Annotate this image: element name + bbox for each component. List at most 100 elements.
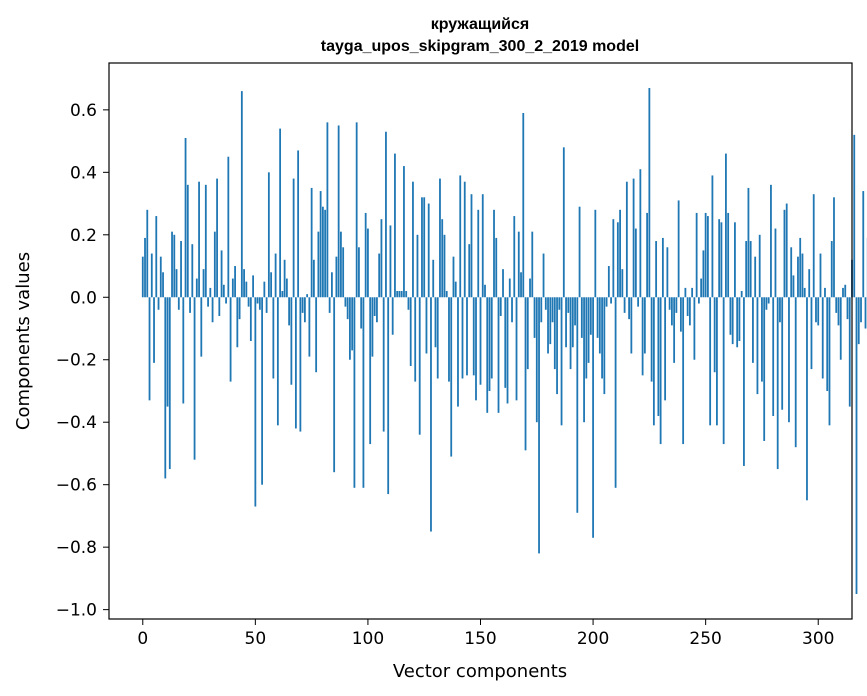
bar [263, 281, 266, 298]
bar [459, 175, 462, 298]
bar [328, 297, 331, 313]
bar [725, 153, 727, 298]
bar [720, 222, 723, 298]
bar [486, 297, 489, 413]
bar [481, 194, 484, 298]
bar [213, 231, 216, 298]
bar [403, 166, 405, 298]
x-tick-label: 0 [137, 629, 148, 649]
bar [472, 297, 475, 376]
bar [747, 187, 750, 298]
bar [497, 297, 500, 413]
bar [227, 156, 230, 298]
bar [756, 297, 759, 395]
bar [740, 291, 743, 298]
bar [513, 216, 516, 298]
bar [218, 297, 221, 317]
bar [306, 294, 309, 298]
bar [707, 216, 709, 298]
bar [373, 297, 376, 317]
x-tick-label: 300 [802, 629, 834, 649]
bar [461, 297, 464, 379]
bar [157, 297, 160, 310]
bar [267, 172, 270, 298]
bar [270, 272, 273, 298]
bar [815, 297, 817, 323]
bar [195, 278, 198, 298]
bar [580, 297, 583, 338]
bar [376, 297, 378, 323]
bar [625, 181, 628, 298]
bar [567, 297, 570, 313]
bar [585, 297, 588, 379]
bar [204, 184, 207, 298]
bar [661, 237, 664, 298]
bar [265, 297, 268, 313]
bar [592, 297, 594, 538]
bar [583, 297, 585, 423]
bar [276, 297, 279, 426]
bar [684, 287, 687, 298]
bar [718, 219, 721, 298]
bar [549, 297, 552, 345]
bar [177, 297, 180, 310]
bar [614, 297, 617, 488]
bar [788, 297, 790, 423]
bar [432, 259, 435, 298]
x-tick-label: 100 [352, 629, 384, 649]
bar [837, 297, 840, 326]
bar [209, 287, 212, 298]
bar [634, 228, 637, 298]
bar [184, 137, 187, 298]
x-tick-label: 50 [245, 629, 267, 649]
bar [643, 297, 646, 354]
bar [380, 219, 383, 298]
bar [335, 256, 338, 298]
bar [216, 178, 218, 298]
bar [256, 297, 259, 304]
bar [279, 128, 282, 298]
bar [835, 297, 838, 313]
y-tick-label: 0.0 [70, 288, 97, 308]
y-axis-label: Components values [13, 252, 34, 430]
bar [272, 297, 275, 379]
bar [166, 297, 169, 407]
bar [358, 247, 360, 298]
bar [297, 150, 300, 298]
bar [558, 297, 561, 310]
bar [504, 297, 507, 388]
bar [533, 297, 536, 338]
bar [610, 297, 612, 304]
bar [182, 297, 185, 404]
bar [716, 297, 718, 426]
bar [677, 200, 680, 298]
bar [646, 212, 649, 298]
bar [490, 297, 493, 379]
bar [704, 212, 707, 298]
bar [576, 297, 579, 513]
bar [569, 297, 572, 370]
bar [292, 178, 295, 298]
bar [522, 112, 525, 298]
bar [772, 297, 775, 416]
bar [443, 234, 446, 298]
bar [551, 297, 554, 323]
bar [862, 191, 865, 298]
bar [594, 209, 597, 298]
bar [763, 297, 766, 441]
bar [607, 266, 610, 298]
bar [396, 291, 399, 298]
bar [652, 297, 655, 426]
bar [679, 297, 682, 332]
bar [666, 247, 669, 298]
bar [409, 297, 412, 366]
bar [324, 209, 327, 298]
y-tick-label: −0.2 [56, 351, 97, 371]
bar [589, 297, 592, 335]
bar [801, 253, 804, 298]
bar [520, 272, 522, 298]
bar [247, 297, 250, 307]
bar [639, 169, 642, 298]
bar [797, 256, 799, 298]
